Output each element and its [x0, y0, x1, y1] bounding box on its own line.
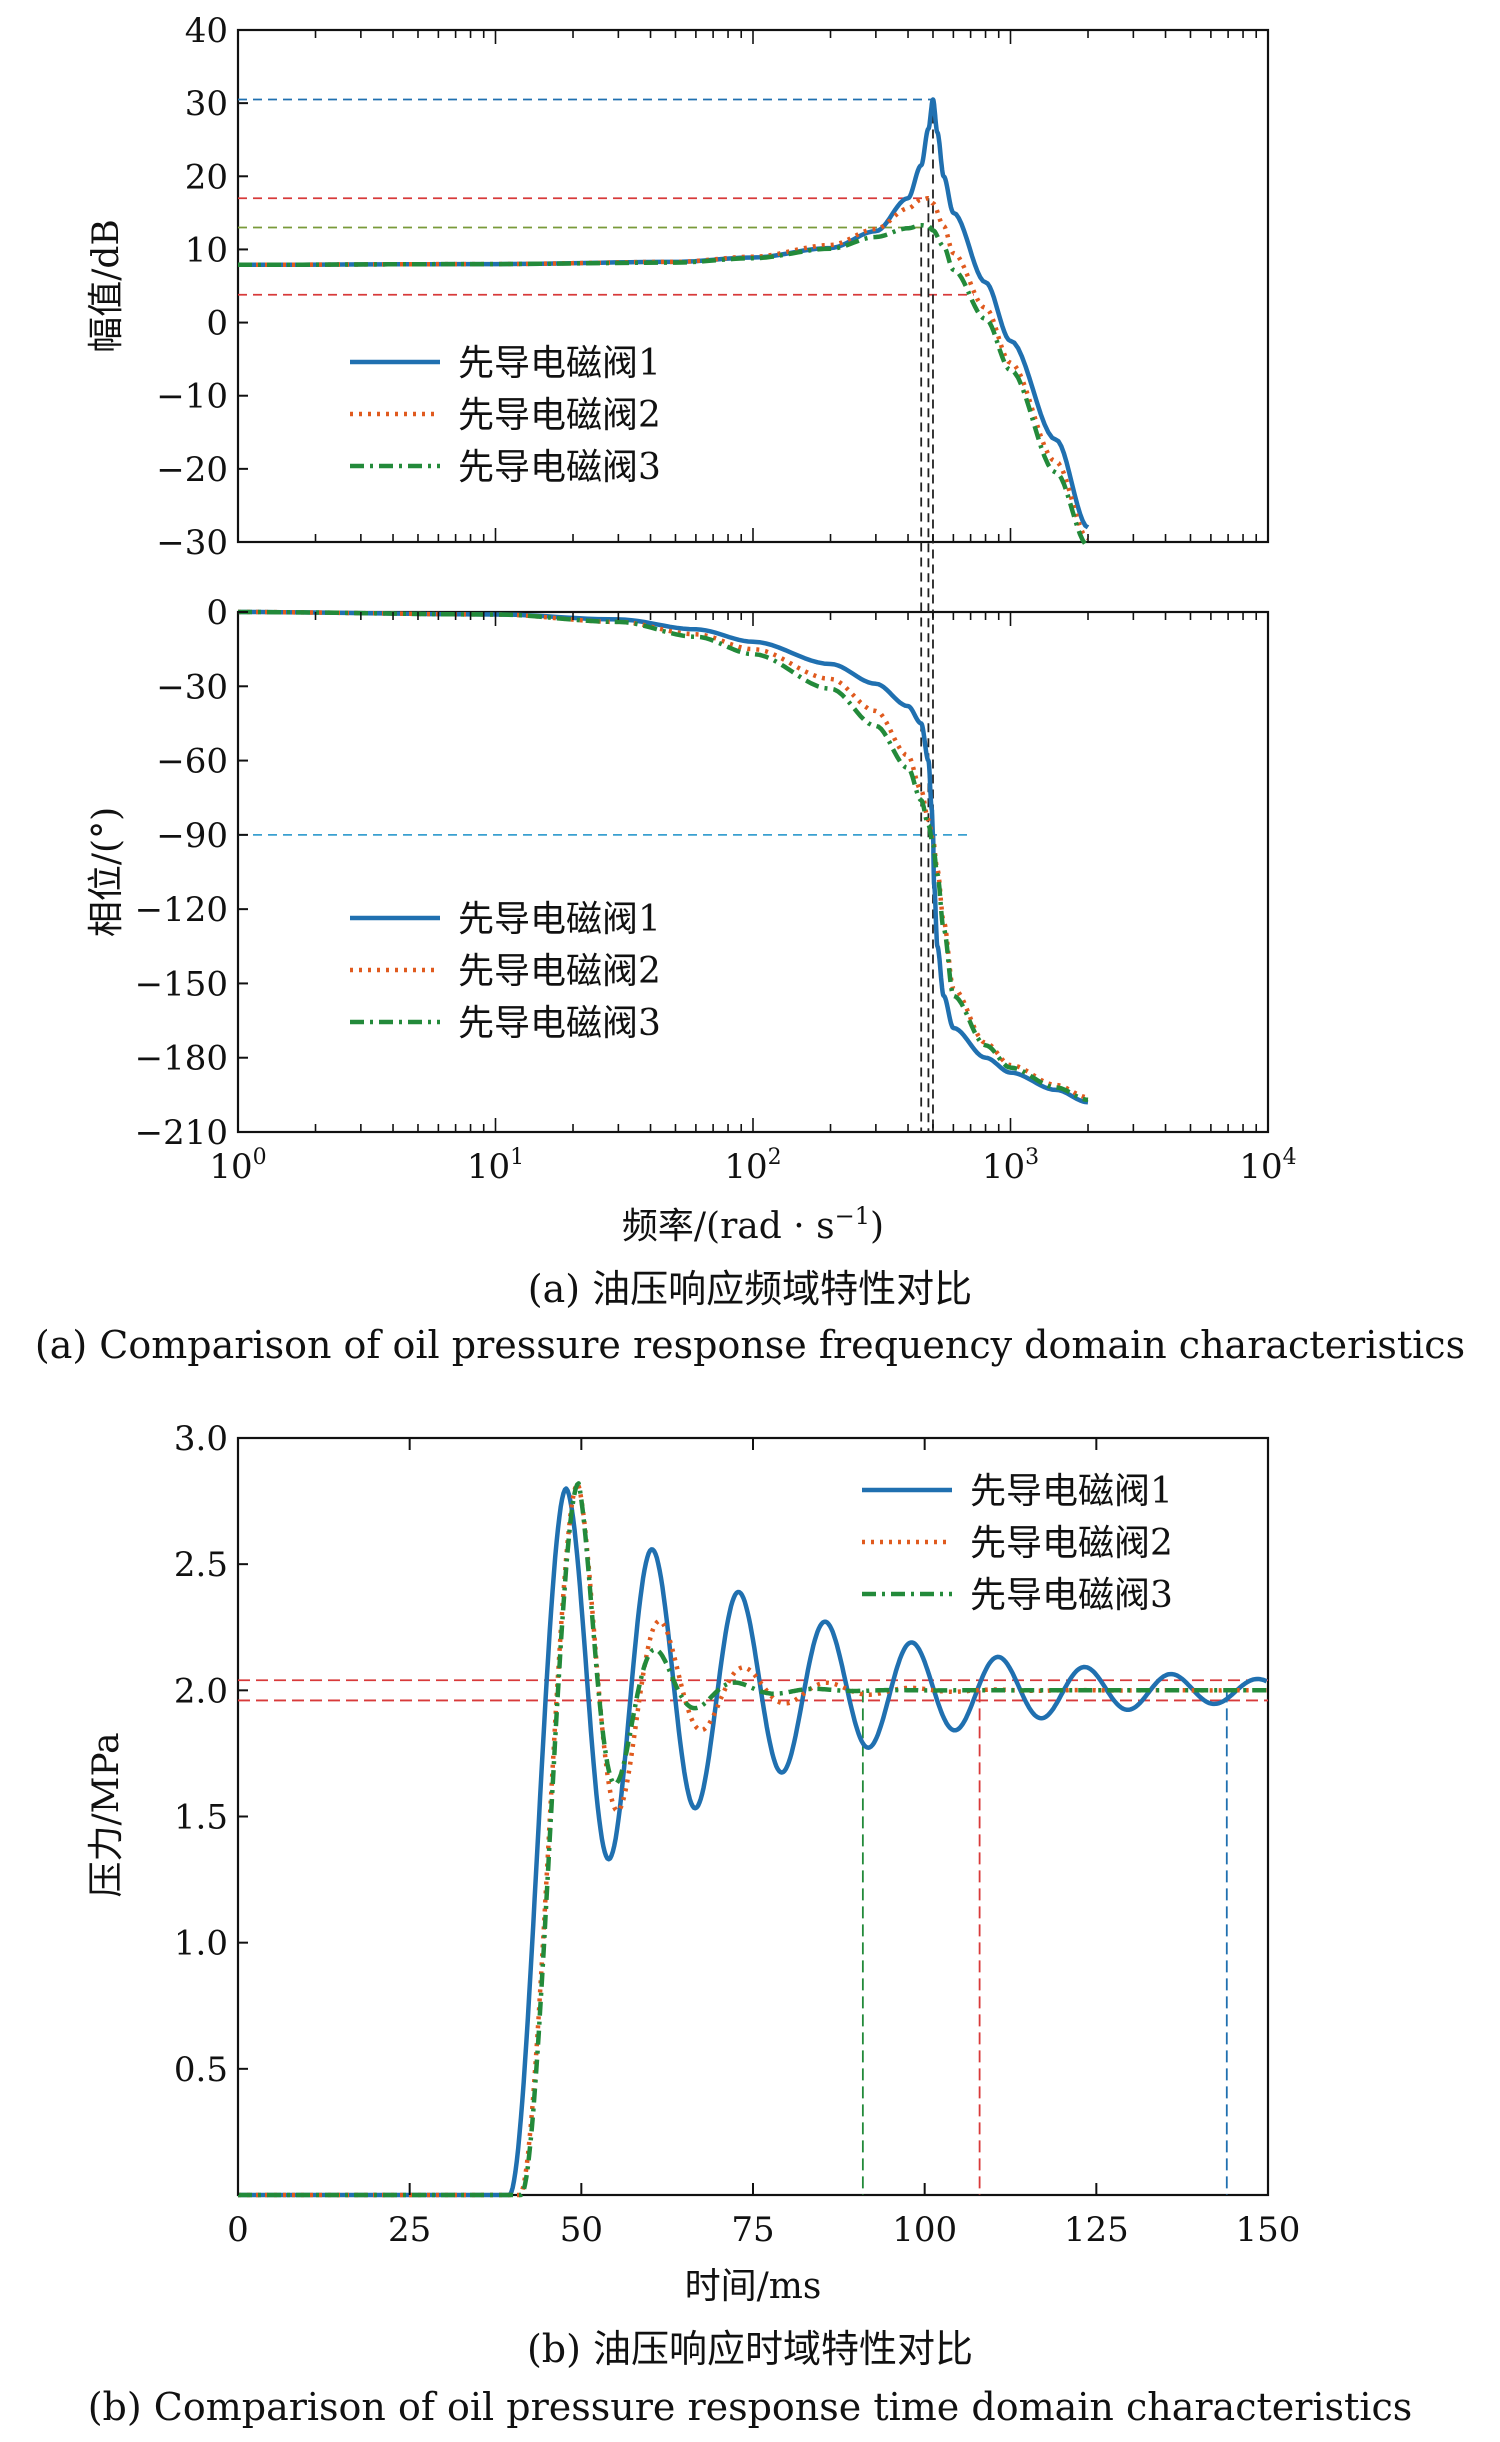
phase-xtick-label: 104	[1239, 1145, 1296, 1187]
phase-series-3	[238, 609, 1089, 1103]
magnitude-series-1	[238, 97, 1090, 530]
magnitude-series-2	[238, 195, 1090, 541]
time-xtick-label: 75	[731, 2210, 774, 2250]
phase-x-label: 频率/(rad · s−1)	[622, 1202, 884, 1247]
magnitude-legend-label-1: 先导电磁阀1	[458, 343, 661, 384]
magnitude-ytick-label: 10	[185, 230, 228, 270]
time-ytick-label: 1.0	[174, 1924, 228, 1964]
magnitude-ytick-label: 30	[185, 84, 228, 124]
phase-x-label-sup: −1	[835, 1202, 870, 1230]
reference-lines	[238, 98, 1268, 2195]
phase-xtick-label: 102	[724, 1145, 781, 1187]
time-legend-label-1: 先导电磁阀1	[970, 1471, 1173, 1512]
magnitude-ytick-label: −20	[156, 450, 228, 490]
time-ytick-label: 2.5	[174, 1545, 228, 1585]
time-ytick-label: 0.5	[174, 2050, 228, 2090]
time-xtick-label: 0	[227, 2210, 249, 2250]
time-legend-label-2: 先导电磁阀2	[970, 1523, 1173, 1564]
phase-legend-label-2: 先导电磁阀2	[458, 951, 661, 992]
magnitude-series-3	[238, 223, 1090, 548]
magnitude-ytick-label: 20	[185, 157, 228, 197]
magnitude-legend-label-3: 先导电磁阀3	[458, 447, 661, 488]
caption-a-zh: (a) 油压响应频域特性对比	[528, 1267, 972, 1311]
magnitude-ytick-label: −30	[156, 523, 228, 563]
caption-b-zh: (b) 油压响应时域特性对比	[527, 2327, 973, 2371]
time-legend-label-3: 先导电磁阀3	[970, 1575, 1173, 1616]
phase-x-label-main: 频率/(rad · s	[622, 1206, 835, 1247]
caption-a-en: (a) Comparison of oil pressure response …	[35, 1323, 1465, 1367]
magnitude-ytick-label: 40	[185, 11, 228, 51]
phase-plot-frame	[236, 610, 1270, 1134]
time-xtick-label: 125	[1064, 2210, 1129, 2250]
phase-ytick-label: −180	[135, 1039, 228, 1079]
time-xtick-label: 150	[1236, 2210, 1301, 2250]
magnitude-ytick-label: 0	[206, 304, 228, 344]
time-ytick-label: 1.5	[174, 1798, 228, 1838]
phase-ytick-label: −120	[135, 890, 228, 930]
phase-series-2	[238, 609, 1089, 1100]
phase-ytick-label: −30	[156, 667, 228, 707]
phase-xtick-label: 103	[982, 1145, 1039, 1187]
axis-ticks: 403020100−10−20−300−30−60−90−120−150−180…	[135, 11, 1301, 2250]
caption-b-en: (b) Comparison of oil pressure response …	[88, 2385, 1413, 2429]
magnitude-y-label: 幅值/dB	[86, 219, 127, 353]
phase-ytick-label: −150	[135, 964, 228, 1004]
time-series-3	[237, 1481, 1268, 2198]
phase-ytick-label: −90	[156, 816, 228, 856]
phase-legend-label-3: 先导电磁阀3	[458, 1003, 661, 1044]
phase-legend-label-1: 先导电磁阀1	[458, 899, 661, 940]
magnitude-ytick-label: −10	[156, 377, 228, 417]
phase-xtick-label: 101	[467, 1145, 524, 1187]
phase-series-1	[238, 609, 1089, 1105]
time-xtick-label: 25	[388, 2210, 431, 2250]
time-y-label: 压力/MPa	[86, 1732, 127, 1897]
time-xtick-label: 100	[892, 2210, 957, 2250]
phase-y-label: 相位/(°)	[86, 807, 127, 937]
time-ytick-label: 2.0	[174, 1671, 228, 1711]
legends: 先导电磁阀1 先导电磁阀2 先导电磁阀3 先导电磁阀1 先导电磁阀2 先导电磁阀3 先导电磁…	[350, 343, 1173, 1616]
time-x-label: 时间/ms	[685, 2266, 822, 2307]
magnitude-legend-label-2: 先导电磁阀2	[458, 395, 661, 436]
time-ytick-label: 3.0	[174, 1419, 228, 1459]
phase-ytick-label: 0	[206, 593, 228, 633]
phase-xtick-label: 100	[209, 1145, 266, 1187]
time-xtick-label: 50	[560, 2210, 603, 2250]
phase-x-label-tail: )	[870, 1206, 884, 1247]
phase-ytick-label: −60	[156, 742, 228, 782]
phase-ytick-label: −210	[135, 1113, 228, 1153]
